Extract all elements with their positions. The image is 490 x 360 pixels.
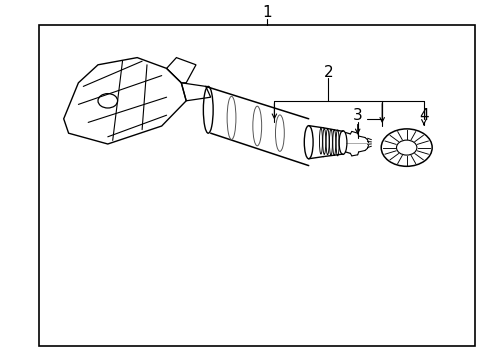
Text: 1: 1 (262, 5, 272, 20)
Bar (39, 25, 475, 346)
Text: 3: 3 (353, 108, 363, 123)
Text: 4: 4 (419, 108, 429, 123)
Text: 2: 2 (323, 64, 333, 80)
